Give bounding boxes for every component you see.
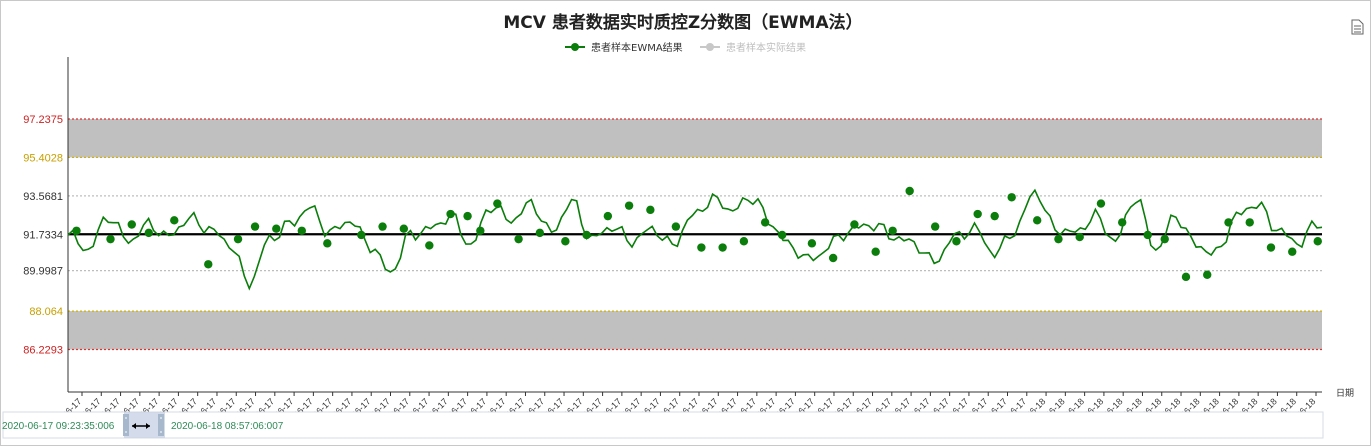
ewma-point (476, 226, 485, 235)
ewma-point (535, 228, 545, 238)
ewma-markers (72, 186, 1322, 282)
ewma-point (777, 230, 787, 240)
y-tick-label: 88.064 (29, 306, 63, 318)
ewma-point (297, 226, 306, 235)
ewma-point (850, 220, 859, 229)
ewma-point (1266, 243, 1276, 252)
ewma-point (378, 222, 387, 231)
ewma-point (204, 260, 213, 269)
slider-start-label: 2020-06-17 09:23:35:006 (2, 421, 115, 432)
ewma-point (323, 239, 332, 248)
legend-item-ewma[interactable]: 患者样本EWMA结果 (565, 41, 683, 54)
slider-end-label: 2020-06-18 08:57:06:007 (171, 421, 284, 432)
ewma-point (561, 237, 570, 246)
ewma-point (1313, 237, 1322, 246)
ewma-point (1118, 218, 1127, 227)
ewma-point (1007, 193, 1016, 202)
ewma-point (888, 226, 897, 235)
gridlines (68, 118, 1322, 351)
legend-marker-actual (706, 43, 714, 51)
ewma-point (1160, 234, 1169, 244)
slider-handle-right[interactable] (158, 414, 164, 436)
ewma-point (72, 226, 81, 235)
ewma-point (930, 222, 940, 231)
ewma-point (646, 205, 655, 215)
ewma-point (463, 211, 472, 221)
ewma-point (582, 230, 591, 240)
ewma-point (1224, 218, 1233, 227)
lower-warning-band (68, 311, 1322, 350)
y-tick-label: 93.5681 (23, 191, 63, 203)
ewma-line (67, 188, 1323, 291)
ewma-point (514, 234, 523, 244)
ewma-point (990, 211, 999, 221)
legend-label-actual: 患者样本实际结果 (726, 41, 806, 54)
ewma-point (1143, 230, 1152, 240)
ewma-point (624, 201, 634, 210)
ewma-point (1181, 272, 1191, 282)
upper-warning-band (68, 119, 1322, 158)
toolbox-save-icon[interactable] (1351, 19, 1364, 35)
ewma-point (1288, 247, 1297, 256)
y-axis: 97.2375 95.4028 93.5681 91.7334 89.9987 88.06… (23, 57, 69, 392)
ewma-point (697, 243, 706, 252)
y-tick-label: 95.4028 (23, 152, 63, 164)
ewma-point (828, 253, 838, 263)
ewma-point (425, 241, 434, 250)
x-axis-label: 日期 (1336, 388, 1354, 398)
legend-marker-ewma (571, 43, 579, 51)
ewma-point (357, 230, 366, 240)
ewma-point (106, 234, 115, 244)
control-bands (68, 119, 1322, 350)
ewma-point (170, 216, 179, 225)
ewma-point (1075, 232, 1084, 242)
ewma-point (272, 224, 281, 233)
ewma-point (603, 211, 613, 221)
slider-track[interactable] (2, 411, 1324, 439)
ewma-point (233, 234, 243, 244)
y-tick-label: 91.7334 (23, 229, 63, 241)
ewma-point (1054, 234, 1063, 244)
ewma-point (718, 243, 727, 252)
ewma-point (807, 239, 817, 248)
ewma-point (446, 209, 455, 219)
ewma-point (1096, 199, 1106, 208)
ewma-point (1032, 216, 1042, 225)
ewma-point (250, 222, 260, 231)
ewma-point (493, 199, 502, 208)
ewma-series (67, 188, 1323, 291)
ewma-point (671, 222, 681, 231)
ewma-point (399, 224, 409, 233)
legend-item-actual[interactable]: 患者样本实际结果 (700, 41, 806, 54)
y-tick-label: 97.2375 (23, 114, 63, 126)
ewma-point (973, 209, 982, 219)
ewma-point (739, 237, 749, 246)
ewma-point (1245, 218, 1254, 227)
y-tick-label: 89.9987 (23, 266, 63, 278)
chart-title: MCV 患者数据实时质控Z分数图（EWMA法） (503, 12, 862, 33)
resize-cursor-icon (132, 423, 150, 429)
ewma-point (127, 220, 136, 229)
slider-handle-left[interactable] (123, 414, 129, 436)
ewma-point (144, 228, 153, 238)
ewma-point (1203, 270, 1212, 279)
ewma-point (905, 186, 914, 196)
y-tick-label: 86.2293 (23, 345, 63, 357)
ewma-point (952, 237, 961, 246)
legend-label-ewma: 患者样本EWMA结果 (591, 41, 683, 54)
data-zoom-slider[interactable]: 2020-06-17 09:23:35:006 2020-06-18 08:57… (2, 411, 1324, 439)
ewma-point (871, 247, 880, 256)
legend[interactable]: 患者样本EWMA结果 患者样本实际结果 (565, 41, 806, 54)
ewma-point (760, 218, 770, 227)
